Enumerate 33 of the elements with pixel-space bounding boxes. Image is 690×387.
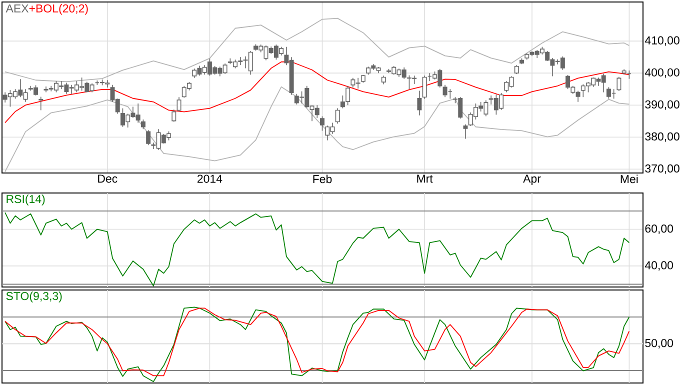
text: 50,00 bbox=[645, 338, 674, 348]
y-tick-label: 400,00 bbox=[644, 68, 680, 78]
x-tick-label: Mrt bbox=[417, 174, 433, 183]
y-tick-label: 40,00 bbox=[644, 261, 674, 271]
x-tick-label: Apr bbox=[523, 174, 541, 185]
line-series bbox=[4, 212, 630, 286]
y-tick-label: 60,00 bbox=[645, 224, 674, 234]
candlestick bbox=[463, 124, 468, 140]
candlestick bbox=[172, 109, 176, 122]
candlestick bbox=[616, 76, 622, 92]
line-series bbox=[4, 18, 630, 82]
text: AEX bbox=[6, 4, 29, 12]
candlestick bbox=[335, 108, 340, 124]
y-tick-label: 370,00 bbox=[645, 164, 680, 174]
x-tick-label: Dec bbox=[98, 174, 118, 183]
x-tick-label: 2014 bbox=[197, 174, 222, 183]
candlestick bbox=[38, 96, 44, 111]
x-tick-label: Mei bbox=[620, 174, 638, 184]
y-tick-label: 380,00 bbox=[645, 132, 680, 142]
text: +BOL(20;2) bbox=[29, 4, 88, 15]
y-tick-label: 390,00 bbox=[645, 100, 680, 110]
candlestick bbox=[146, 130, 151, 146]
candlestick bbox=[176, 96, 182, 112]
candlestick bbox=[320, 116, 324, 132]
line-series bbox=[4, 86, 630, 172]
y-tick-label: 410,00 bbox=[644, 36, 680, 46]
series-label: STO(9,3,3) bbox=[6, 292, 62, 302]
line-series bbox=[4, 61, 630, 124]
candlestick bbox=[417, 90, 422, 116]
candlestick bbox=[140, 119, 146, 130]
x-tick-label: Feb bbox=[313, 174, 332, 184]
candlestick bbox=[422, 75, 427, 100]
series-label: RSI(14) bbox=[6, 194, 45, 206]
